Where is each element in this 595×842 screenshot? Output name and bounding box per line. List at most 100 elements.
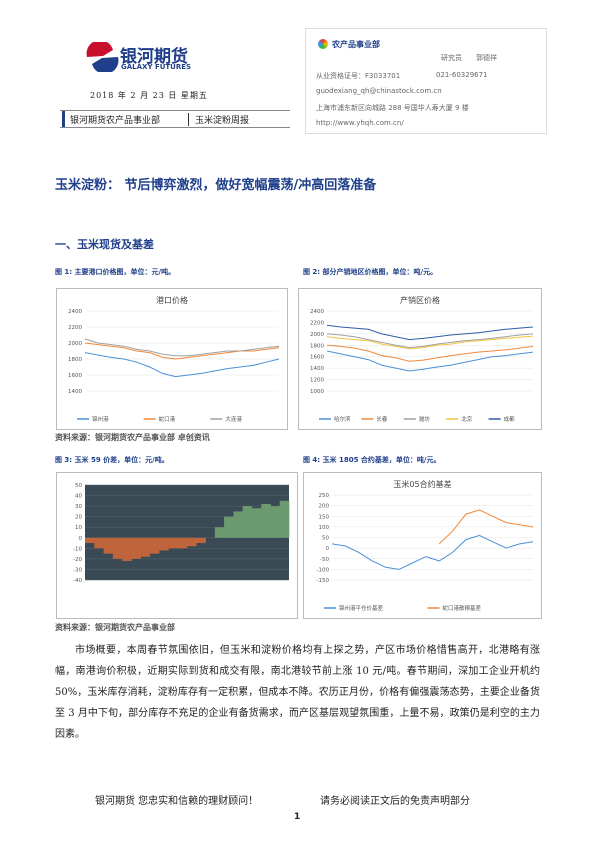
source: 资料来源：银河期货农产品事业部 [55,622,175,632]
fig-caption: 图 2: 部分产销地区价格图，单位：吨/元。 [303,268,438,276]
series-line [438,509,534,545]
series-line [84,352,280,378]
phone: 021-60329671 [436,71,488,79]
doc-title: 玉米淀粉： 节后博弈激烈，做好宽幅震荡/冲高回落准备 [55,178,377,193]
area-bar [140,537,151,557]
area-bar [233,511,243,538]
y-tick-label: 2200 [310,320,324,326]
area-bar [112,537,123,559]
y-tick-label: 2000 [310,332,324,338]
area-bar [242,506,253,538]
area-bar [261,504,271,538]
contact-dept: 农产品事业部 [332,40,380,49]
source: 资料来源：银河期货农产品事业部 卓创资讯 [55,432,210,442]
series-line [326,344,534,362]
y-tick-label: 10 [75,525,82,531]
legend-label: 长春 [376,415,388,423]
dept: 银河期货农产品事业部 [70,116,161,126]
y-tick-label: 1400 [68,389,82,395]
area-bar [94,537,104,549]
y-tick-label: 2000 [68,341,82,347]
area-bar [122,537,132,561]
y-tick-label: 2200 [68,325,82,331]
report-name: 玉米淀粉周报 [188,113,249,126]
area-bar [270,506,281,538]
area-bar [159,537,169,551]
area-bar [131,537,141,559]
chart-title: 产销区价格 [400,295,440,305]
y-tick-label: 30 [75,504,82,510]
role: 研究员 [441,54,462,62]
legend-label: 成都 [504,415,516,423]
y-tick-label: 20 [75,515,82,521]
legend-label: 蛇口港散粮基差 [443,604,482,612]
series-line [84,342,280,360]
series-line [326,324,534,341]
area-bar [251,508,262,538]
area-bar [187,537,197,547]
series-line [326,333,534,349]
chart: 50 40 30 20 10 0 -10 -20 -30 -40 [56,472,298,619]
legend-label: 北京 [461,415,473,423]
series-line [326,335,534,350]
area-bar [177,537,188,549]
logo-cn: 银河期货 [120,47,188,67]
y-tick-label: 150 [319,514,330,520]
area-bar [149,537,160,554]
section-title: 一、玉米现货及基差 [55,238,154,251]
logo-mark [86,42,119,72]
legend-label: 潍坊 [419,415,431,423]
date: 2018 年 2 月 23 日 星期五 [90,91,208,100]
y-tick-label: -150 [317,578,330,584]
contact-icon [318,39,328,49]
y-tick-label: 1000 [310,389,324,395]
analyst: 郭德祥 [476,54,497,62]
y-tick-label: 0 [79,536,83,542]
legend-label: 锦州港 [92,415,109,423]
y-tick-label: -40 [73,578,82,584]
y-tick-label: 40 [75,494,82,500]
legend-label: 哈尔滨 [334,415,351,423]
chart-title: 港口价格 [156,295,188,305]
body-text: 市场概要，本周春节氛围依旧，但玉米和淀粉价格均有上探之势，产区市场价格惜售高开，… [55,645,540,740]
logo-en: GALAXY FUTURES [121,63,192,71]
footer-left: 银河期货 您忠实和信赖的理财顾问！ [95,796,259,807]
y-tick-label: 2400 [310,309,324,315]
y-tick-label: 1800 [68,357,82,363]
email: guodexiang_qh@chinastock.com.cn [316,87,442,95]
contact-box: 农产品事业部 研究员 郭德祥 从业资格证号：F3033701 021-60329… [305,28,547,134]
legend-label: 大连港 [225,415,242,423]
area-bar [196,537,206,544]
chart: 产销区价格 1000 1200 1400 1600 1800 2000 2200 2400 哈尔滨… [298,288,542,430]
y-tick-label: 1600 [68,373,82,379]
area-bar [103,537,114,554]
y-tick-label: 0 [326,546,330,552]
fig-caption: 图 3: 玉米 59 价差，单位：元/吨。 [55,456,169,464]
y-tick-label: 100 [319,525,330,531]
area-bar [214,527,225,538]
y-tick-label: -100 [317,567,330,573]
chart-title: 玉米05合约基差 [393,479,451,489]
area-bar [224,516,234,538]
area-bar [279,500,290,538]
y-tick-label: -30 [73,567,82,573]
cert: 从业资格证号：F3033701 [316,72,401,80]
y-tick-label: 1400 [310,366,324,372]
y-tick-label: -50 [320,557,329,563]
address: 上海市浦东新区向城路 288 号国华人寿大厦 9 楼 [316,104,469,112]
area-bar [168,537,179,549]
y-tick-label: 250 [319,493,330,499]
y-tick-label: 50 [75,483,82,489]
y-tick-label: -10 [73,546,82,552]
y-tick-label: 1800 [310,343,324,349]
y-tick-label: 1200 [310,378,324,384]
fig-caption: 图 4: 玉米 1805 合约基差，单位：吨/元。 [303,456,441,464]
series-line [326,350,534,372]
series-line [331,534,534,570]
y-tick-label: 1600 [310,355,324,361]
y-tick-label: 200 [319,504,330,510]
y-tick-label: 50 [322,536,329,542]
series-line [84,338,280,357]
chart: 玉米05合约基差 -150 -100 -50 0 50 100 150 200 250 锦州港平仓价… [303,472,542,619]
